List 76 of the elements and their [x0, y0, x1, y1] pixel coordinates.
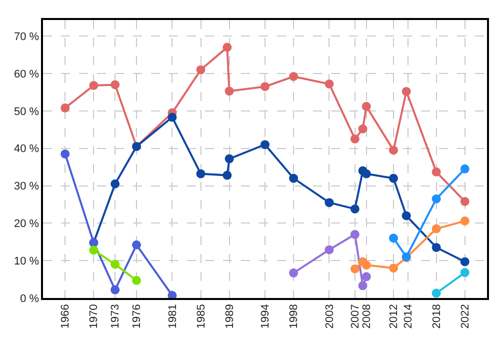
point [60, 103, 70, 112]
point [432, 242, 441, 252]
point [110, 179, 120, 188]
point [358, 124, 368, 134]
point [324, 245, 334, 254]
x-tick-label: 2012 [388, 304, 400, 329]
point [388, 146, 398, 155]
y-tick-label: 70 % [14, 30, 40, 43]
x-tick-label: 2018 [430, 304, 443, 329]
point [362, 260, 371, 270]
x-tick-label: 2022 [459, 304, 472, 329]
point [350, 204, 360, 214]
y-tick-label: 20 % [14, 218, 40, 230]
point [358, 281, 368, 290]
point [89, 246, 98, 255]
point [132, 276, 142, 285]
point [350, 134, 360, 144]
point [350, 230, 360, 239]
point [224, 86, 234, 96]
point [362, 102, 371, 111]
point [460, 257, 470, 266]
x-tick-label: 2014 [402, 304, 414, 329]
y-tick-label: 50 % [14, 106, 40, 118]
point [460, 196, 470, 206]
point [388, 234, 398, 243]
y-tick-label: 30 % [14, 180, 40, 193]
x-tick-label: 1976 [131, 304, 144, 329]
point [362, 272, 371, 282]
point [60, 149, 70, 158]
y-tick-label: 0 % [20, 292, 40, 305]
y-tick-label: 10 % [14, 255, 40, 268]
point [168, 112, 177, 122]
x-tick-label: 1994 [260, 304, 272, 329]
point [460, 164, 470, 174]
x-tick-label: 1985 [195, 304, 208, 329]
x-tick-label: 1966 [60, 304, 72, 329]
point [388, 264, 398, 273]
point [132, 240, 142, 250]
x-tick-label: 2008 [360, 304, 373, 329]
point [432, 167, 441, 176]
point [289, 174, 298, 183]
x-tick-label: 1981 [166, 304, 179, 329]
point [432, 224, 441, 234]
point [388, 174, 398, 183]
point [402, 211, 411, 220]
point [324, 79, 334, 88]
x-tick-label: 1989 [224, 304, 236, 329]
point [168, 290, 177, 298]
x-tick-label: 1998 [288, 304, 300, 329]
point [110, 80, 120, 90]
point [110, 260, 120, 269]
point [362, 169, 371, 178]
point [222, 170, 232, 180]
point [460, 268, 470, 278]
point [432, 194, 441, 204]
x-tick-label: 2007 [350, 304, 362, 329]
point [324, 198, 334, 208]
point [432, 288, 441, 298]
point [224, 154, 234, 164]
point [89, 80, 98, 90]
point [196, 65, 206, 74]
point [460, 216, 470, 226]
y-tick-label: 40 % [14, 143, 40, 156]
x-tick-label: 1970 [88, 304, 100, 329]
point [350, 264, 360, 274]
x-tick-label: 1973 [110, 304, 122, 329]
point [110, 285, 120, 294]
point [196, 169, 206, 178]
point [222, 42, 232, 52]
point [289, 72, 298, 81]
x-tick-label: 2003 [324, 304, 336, 329]
point [289, 268, 298, 278]
point [402, 86, 411, 96]
y-tick-label: 60 % [14, 68, 40, 80]
point [260, 82, 270, 92]
point [260, 140, 270, 150]
